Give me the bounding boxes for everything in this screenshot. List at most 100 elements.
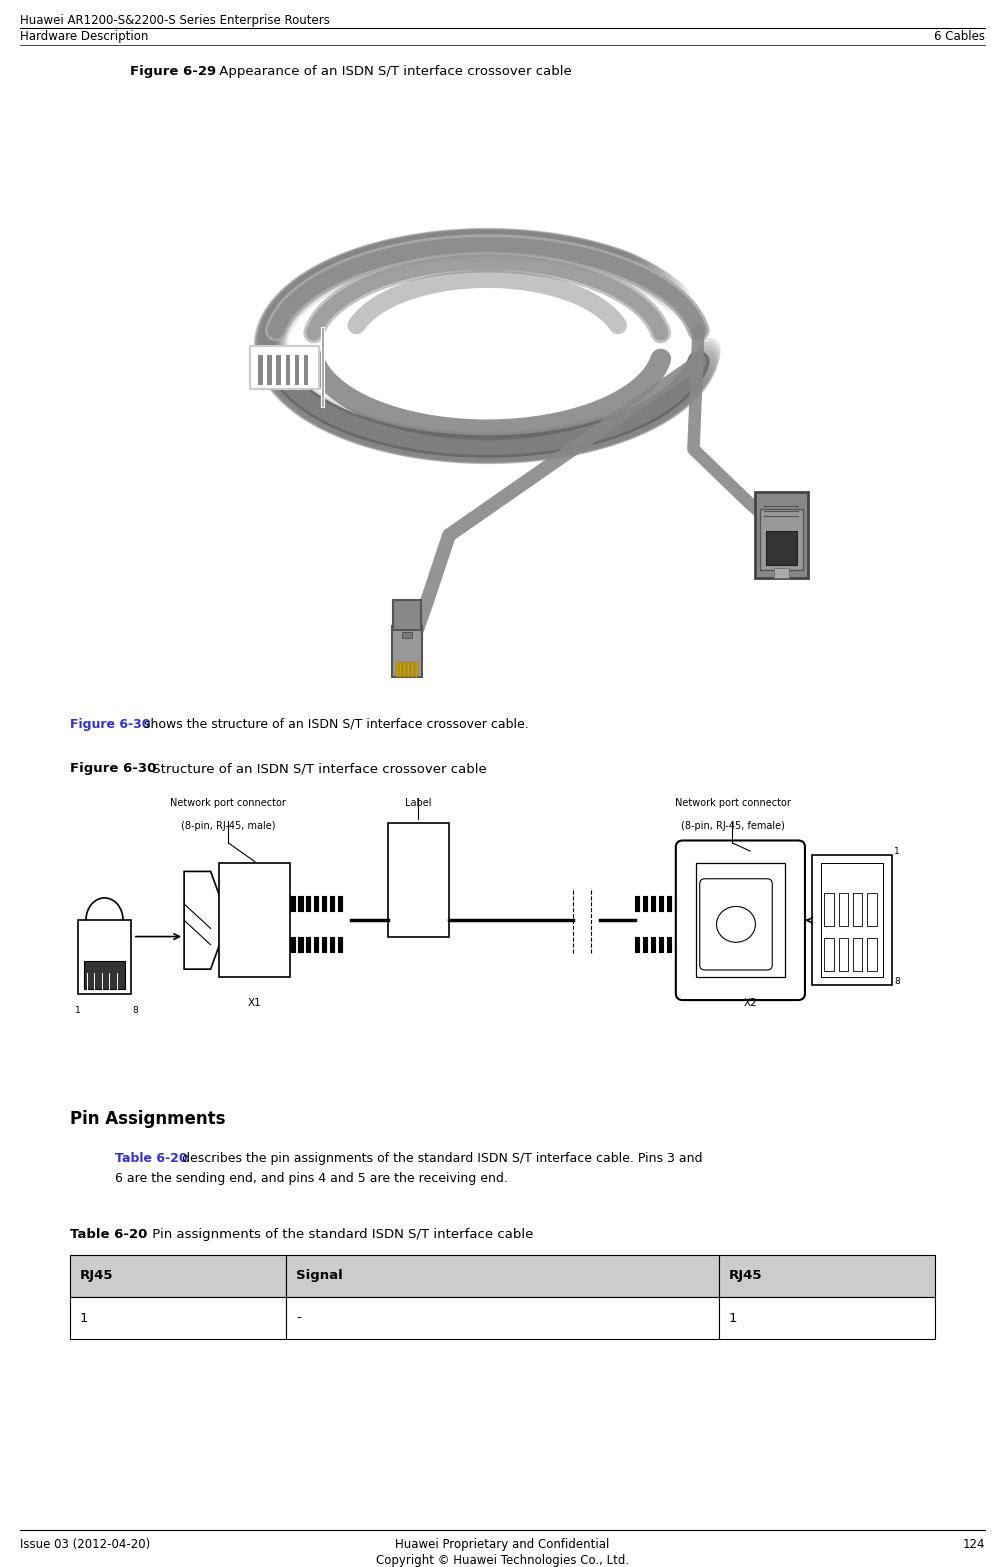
Bar [315, 896, 320, 912]
Text: Figure 6-30: Figure 6-30 [70, 718, 151, 730]
Bar [852, 939, 862, 972]
Bar [667, 937, 672, 953]
Bar [338, 896, 344, 912]
Text: 1: 1 [75, 1006, 81, 1015]
Text: Table 6-20: Table 6-20 [115, 1152, 188, 1164]
Bar [388, 823, 449, 937]
Bar [78, 920, 131, 993]
Circle shape [717, 906, 756, 942]
Text: Issue 03 (2012-04-20): Issue 03 (2012-04-20) [20, 1537, 151, 1551]
Bar [867, 939, 876, 972]
Text: -: - [296, 1312, 301, 1324]
Text: RJ45: RJ45 [80, 1269, 114, 1282]
Bar [651, 937, 656, 953]
Text: 124: 124 [963, 1537, 985, 1551]
Text: Copyright © Huawei Technologies Co., Ltd.: Copyright © Huawei Technologies Co., Ltd… [376, 1554, 629, 1567]
Text: Structure of an ISDN S/T interface crossover cable: Structure of an ISDN S/T interface cross… [148, 762, 486, 776]
Bar [852, 893, 862, 926]
Bar [322, 937, 328, 953]
Text: X2: X2 [744, 998, 757, 1008]
Bar [276, 354, 281, 385]
Bar [643, 937, 648, 953]
Text: Network port connector: Network port connector [171, 798, 286, 809]
Bar [667, 896, 672, 912]
Text: Network port connector: Network port connector [674, 798, 790, 809]
Bar [290, 937, 295, 953]
Bar [675, 896, 680, 912]
Bar [659, 937, 664, 953]
Bar [824, 939, 834, 972]
Bar [285, 354, 290, 385]
Bar [330, 937, 336, 953]
Text: RJ45: RJ45 [729, 1269, 763, 1282]
Bar [250, 346, 320, 389]
Bar [411, 661, 414, 677]
FancyBboxPatch shape [699, 879, 772, 970]
Bar [838, 939, 848, 972]
Text: Figure 6-30: Figure 6-30 [70, 762, 157, 776]
Text: Hardware Description: Hardware Description [20, 30, 149, 42]
Text: 1: 1 [894, 846, 900, 856]
Bar [290, 896, 295, 912]
Bar [304, 354, 309, 385]
Text: Huawei AR1200-S&2200-S Series Enterprise Routers: Huawei AR1200-S&2200-S Series Enterprise… [20, 14, 330, 27]
Bar [267, 354, 271, 385]
Bar [838, 893, 848, 926]
Bar [643, 896, 648, 912]
Bar [635, 896, 640, 912]
FancyBboxPatch shape [675, 840, 805, 1000]
Bar [298, 896, 304, 912]
Bar [821, 863, 882, 978]
Text: describes the pin assignments of the standard ISDN S/T interface cable. Pins 3 a: describes the pin assignments of the sta… [178, 1152, 702, 1164]
Bar [659, 896, 664, 912]
Bar [258, 354, 262, 385]
Bar [403, 661, 406, 677]
Bar [396, 661, 399, 677]
Text: 8: 8 [132, 1006, 138, 1015]
Bar [755, 492, 808, 578]
Text: (8-pin, RJ-45, male): (8-pin, RJ-45, male) [181, 821, 275, 831]
Bar [675, 937, 680, 953]
Text: shows the structure of an ISDN S/T interface crossover cable.: shows the structure of an ISDN S/T inter… [140, 718, 529, 730]
Bar [219, 863, 290, 978]
Text: X1: X1 [248, 998, 261, 1008]
Bar [315, 937, 320, 953]
Bar [298, 937, 304, 953]
Bar [867, 893, 876, 926]
Bar [651, 896, 656, 912]
Text: Pin assignments of the standard ISDN S/T interface cable: Pin assignments of the standard ISDN S/T… [148, 1229, 534, 1241]
Text: 1: 1 [729, 1312, 738, 1324]
Bar [415, 661, 418, 677]
Bar [774, 567, 789, 578]
Text: Label: Label [405, 798, 432, 809]
Bar [393, 600, 421, 630]
Bar [322, 896, 328, 912]
Bar [402, 632, 412, 638]
Bar [330, 896, 336, 912]
Text: Huawei Proprietary and Confidential: Huawei Proprietary and Confidential [395, 1537, 610, 1551]
Polygon shape [184, 871, 219, 968]
Text: Signal: Signal [296, 1269, 343, 1282]
Bar [338, 937, 344, 953]
Bar [760, 509, 803, 569]
Text: 6 Cables: 6 Cables [934, 30, 985, 42]
Bar [399, 661, 402, 677]
Bar [766, 531, 797, 566]
Bar [294, 354, 299, 385]
Bar [635, 937, 640, 953]
Bar [307, 937, 312, 953]
Bar [696, 863, 785, 978]
Bar [812, 856, 891, 986]
Bar [824, 893, 834, 926]
Text: Figure 6-29: Figure 6-29 [130, 64, 216, 78]
Text: 1: 1 [80, 1312, 88, 1324]
Bar [307, 896, 312, 912]
Text: 8: 8 [894, 976, 900, 986]
Text: Pin Assignments: Pin Assignments [70, 1109, 225, 1128]
Bar [407, 661, 410, 677]
Bar [392, 625, 422, 677]
Text: (8-pin, RJ-45, female): (8-pin, RJ-45, female) [680, 821, 784, 831]
Text: 6 are the sending end, and pins 4 and 5 are the receiving end.: 6 are the sending end, and pins 4 and 5 … [115, 1172, 508, 1185]
Text: Table 6-20: Table 6-20 [70, 1229, 148, 1241]
Bar [84, 961, 125, 989]
